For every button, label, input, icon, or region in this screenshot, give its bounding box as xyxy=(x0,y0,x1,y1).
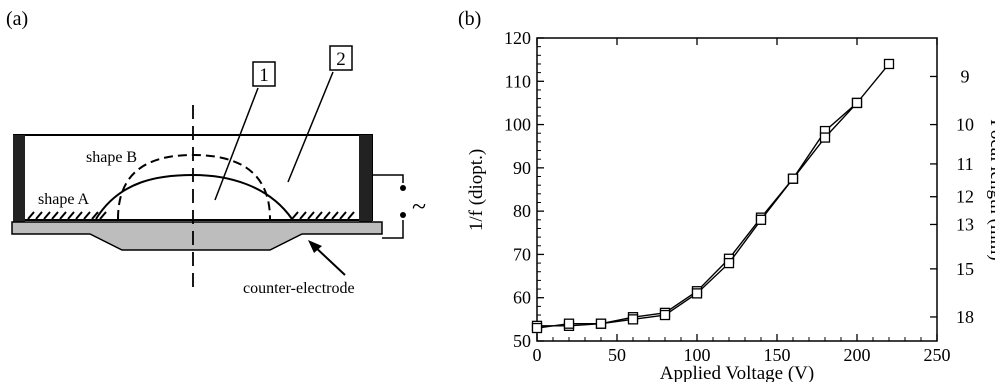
right-tick-label: 15 xyxy=(956,259,974,279)
y-axis-title: 1/f (diopt.) xyxy=(466,149,487,231)
data-point-square xyxy=(723,257,735,269)
shape-a-outline xyxy=(95,173,293,220)
left-electrode xyxy=(13,135,25,222)
y-tick-label: 90 xyxy=(513,158,531,178)
right-tick-label: 11 xyxy=(956,154,973,174)
counter-electrode-arrow xyxy=(312,244,346,276)
x-tick-label: 0 xyxy=(533,345,542,365)
right-tick-label: 9 xyxy=(961,66,970,86)
right-tick-label: 13 xyxy=(956,214,974,234)
ac-symbol: ~ xyxy=(412,192,426,221)
shape-a-label: shape A xyxy=(38,191,90,208)
y-tick-label: 60 xyxy=(513,288,531,308)
y-axis-ticks: 50 60 70 80 90 100 110 120 xyxy=(504,28,544,351)
y-tick-label: 80 xyxy=(513,201,531,221)
data-series xyxy=(531,58,895,334)
y-tick-label: 110 xyxy=(505,71,531,91)
data-point-square xyxy=(627,314,639,325)
right-tick-label: 10 xyxy=(956,115,974,135)
data-point-square xyxy=(531,322,543,334)
x-tick-label: 250 xyxy=(924,345,951,365)
label-box-1-text: 1 xyxy=(259,65,269,86)
data-point-square xyxy=(755,214,767,225)
y-tick-label: 100 xyxy=(504,115,531,135)
x-tick-label: 50 xyxy=(608,345,626,365)
panel-b-label: (b) xyxy=(458,8,482,30)
series-line-1 xyxy=(537,63,890,327)
data-point-square xyxy=(883,58,895,70)
data-point-square xyxy=(819,132,831,143)
y-tick-label: 50 xyxy=(513,331,531,351)
arrow-head xyxy=(308,240,322,253)
right-axis-ticks: 9 10 11 12 13 15 18 xyxy=(930,66,974,327)
x-tick-label: 100 xyxy=(684,345,711,365)
leader-2 xyxy=(287,71,334,183)
x-tick-label: 150 xyxy=(764,345,791,365)
x-axis-title: Applied Voltage (V) xyxy=(660,363,814,382)
data-point-square xyxy=(691,288,703,299)
shape-b-outline xyxy=(117,153,271,220)
x-axis-ticks: 0 50 100 150 200 250 xyxy=(533,38,951,365)
y-tick-label: 120 xyxy=(504,28,531,48)
label-box-2-text: 2 xyxy=(336,49,346,70)
data-point-square xyxy=(595,318,607,329)
data-point-square xyxy=(659,309,671,321)
x-tick-label: 200 xyxy=(844,345,871,365)
lens-diagram: 1 2 shape B shape A counter-electrode ~ xyxy=(11,45,426,297)
right-tick-label: 12 xyxy=(956,187,974,207)
counter-electrode-plate xyxy=(11,221,383,251)
hatch-left xyxy=(27,211,107,220)
y-tick-label: 70 xyxy=(513,244,531,264)
counter-electrode-label: counter-electrode xyxy=(243,280,355,297)
right-tick-label: 18 xyxy=(956,307,974,327)
data-point-square xyxy=(787,173,799,184)
label-box-1 xyxy=(252,61,276,87)
right-axis-title: Focal length (mm) xyxy=(986,119,995,260)
plot-frame xyxy=(536,37,938,342)
data-point-square xyxy=(851,97,863,109)
panel-a-label: (a) xyxy=(6,8,29,30)
circuit-wire-top xyxy=(372,174,404,183)
terminal-bottom xyxy=(400,212,406,218)
circuit-wire-bottom xyxy=(382,220,404,239)
terminal-top xyxy=(400,185,406,191)
shape-b-label: shape B xyxy=(86,149,137,166)
leader-1 xyxy=(214,87,259,201)
label-box-2 xyxy=(329,45,353,71)
right-electrode xyxy=(359,135,372,222)
hatch-right xyxy=(291,211,355,220)
data-point-square xyxy=(563,318,575,329)
